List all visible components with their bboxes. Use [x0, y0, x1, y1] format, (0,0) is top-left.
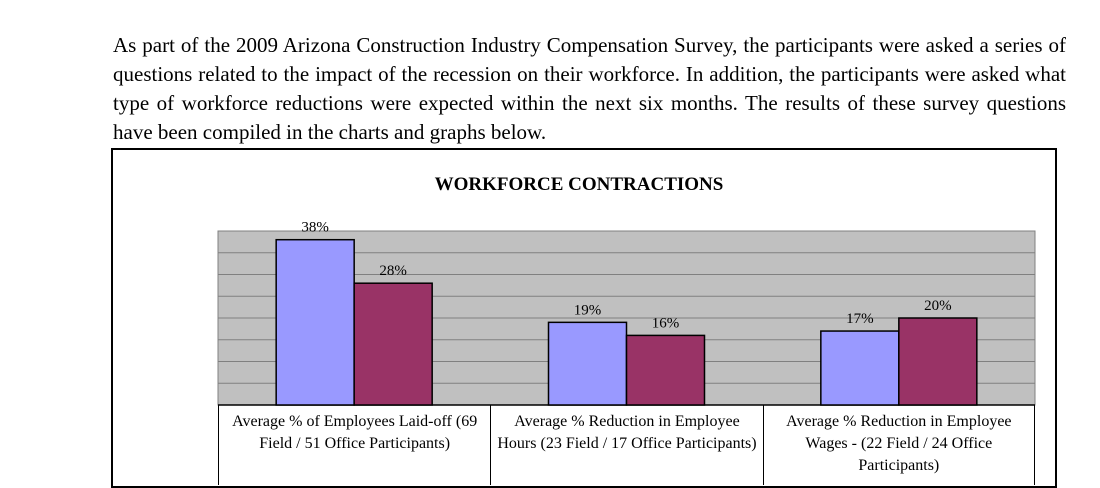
bar-series-1-cat-2 [547, 321, 628, 406]
bar-series-2-cat-3 [898, 317, 978, 406]
data-label: 19% [574, 302, 602, 318]
intro-paragraph: As part of the 2009 Arizona Construction… [113, 33, 1066, 144]
workforce-chart: WORKFORCE CONTRACTIONS 38% 28% 19% 16% 17% 20… [217, 174, 1036, 406]
bar-series-1-cat-1 [275, 238, 355, 406]
bar-series-1-cat-3 [820, 330, 900, 406]
bar-series-2-cat-1 [353, 282, 433, 406]
category-label: Average % of Employees Laid-off (69 Fiel… [218, 405, 490, 485]
category-label: Average % Reduction in Employee Hours (2… [490, 405, 762, 485]
chart-frame: WORKFORCE CONTRACTIONS 38% 28% 19% 16% 17% 20… [111, 148, 1057, 488]
data-label: 16% [652, 315, 680, 331]
bar-series-2-cat-2 [625, 334, 706, 406]
data-label: 20% [924, 298, 952, 314]
data-label: 38% [301, 220, 329, 236]
bars [275, 238, 978, 406]
category-label: Average % Reduction in Employee Wages - … [762, 405, 1035, 485]
chart-title: WORKFORCE CONTRACTIONS [435, 174, 724, 195]
data-labels: 38% 28% 19% 16% 17% 20% [301, 220, 951, 332]
data-label: 28% [379, 263, 407, 279]
data-label: 17% [846, 311, 874, 327]
